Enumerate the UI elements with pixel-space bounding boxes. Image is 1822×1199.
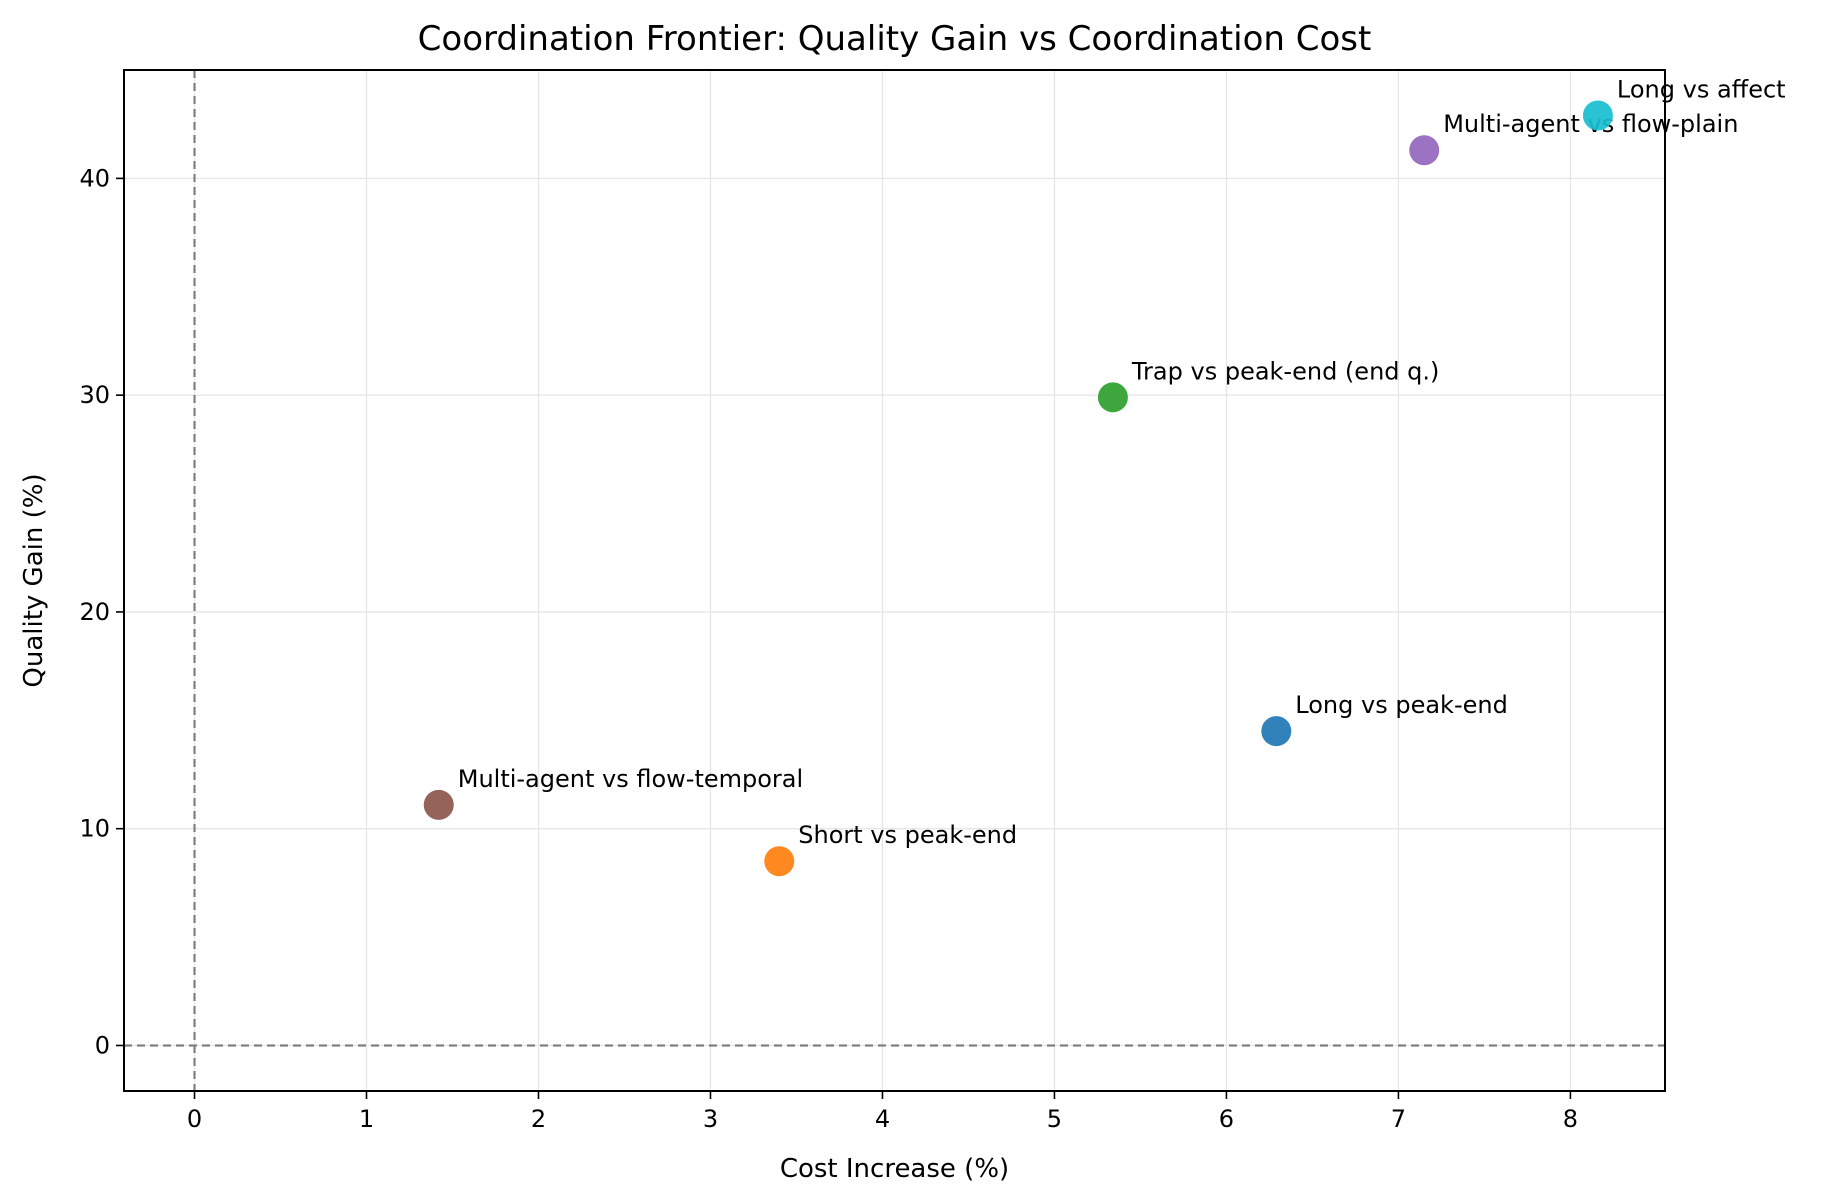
grid (124, 70, 1665, 1091)
x-tick-label: 1 (359, 1105, 374, 1133)
data-point (1582, 100, 1613, 131)
data-points: Long vs peak-end Short vs peak-end Trap vs… (423, 76, 1786, 877)
data-point (423, 789, 454, 820)
point-label: Multi-agent vs flow-temporal (458, 765, 803, 793)
y-tick-label: 40 (79, 164, 110, 192)
x-tick-label: 8 (1563, 1105, 1578, 1133)
x-tick-label: 6 (1219, 1105, 1234, 1133)
point-label: Short vs peak-end (798, 821, 1017, 849)
data-point (1409, 135, 1440, 166)
point-label: Trap vs peak-end (end q.) (1131, 357, 1439, 385)
x-tick-label: 5 (1047, 1105, 1062, 1133)
x-tick-label: 2 (531, 1105, 546, 1133)
chart-title: Coordination Frontier: Quality Gain vs C… (418, 19, 1372, 59)
data-point (1097, 382, 1128, 413)
x-axis-label: Cost Increase (%) (780, 1154, 1009, 1184)
y-tick-label: 10 (79, 815, 110, 843)
y-tick-label: 20 (79, 598, 110, 626)
data-point (1261, 716, 1292, 747)
x-tick-label: 7 (1391, 1105, 1406, 1133)
plot-frame (123, 69, 1666, 1092)
y-tick-label: 0 (95, 1031, 110, 1059)
data-point (764, 846, 795, 877)
y-axis-label: Quality Gain (%) (19, 473, 49, 687)
x-tick-label: 4 (875, 1105, 890, 1133)
x-tick-label: 3 (703, 1105, 718, 1133)
point-label: Long vs affect (1617, 76, 1786, 104)
y-tick-label: 30 (79, 381, 110, 409)
point-label: Long vs peak-end (1295, 691, 1508, 719)
x-tick-label: 0 (187, 1105, 202, 1133)
reference-lines (124, 70, 1665, 1091)
axis-ticks: 0 1 2 3 4 5 6 7 8 0 10 20 30 40 (79, 164, 1578, 1133)
